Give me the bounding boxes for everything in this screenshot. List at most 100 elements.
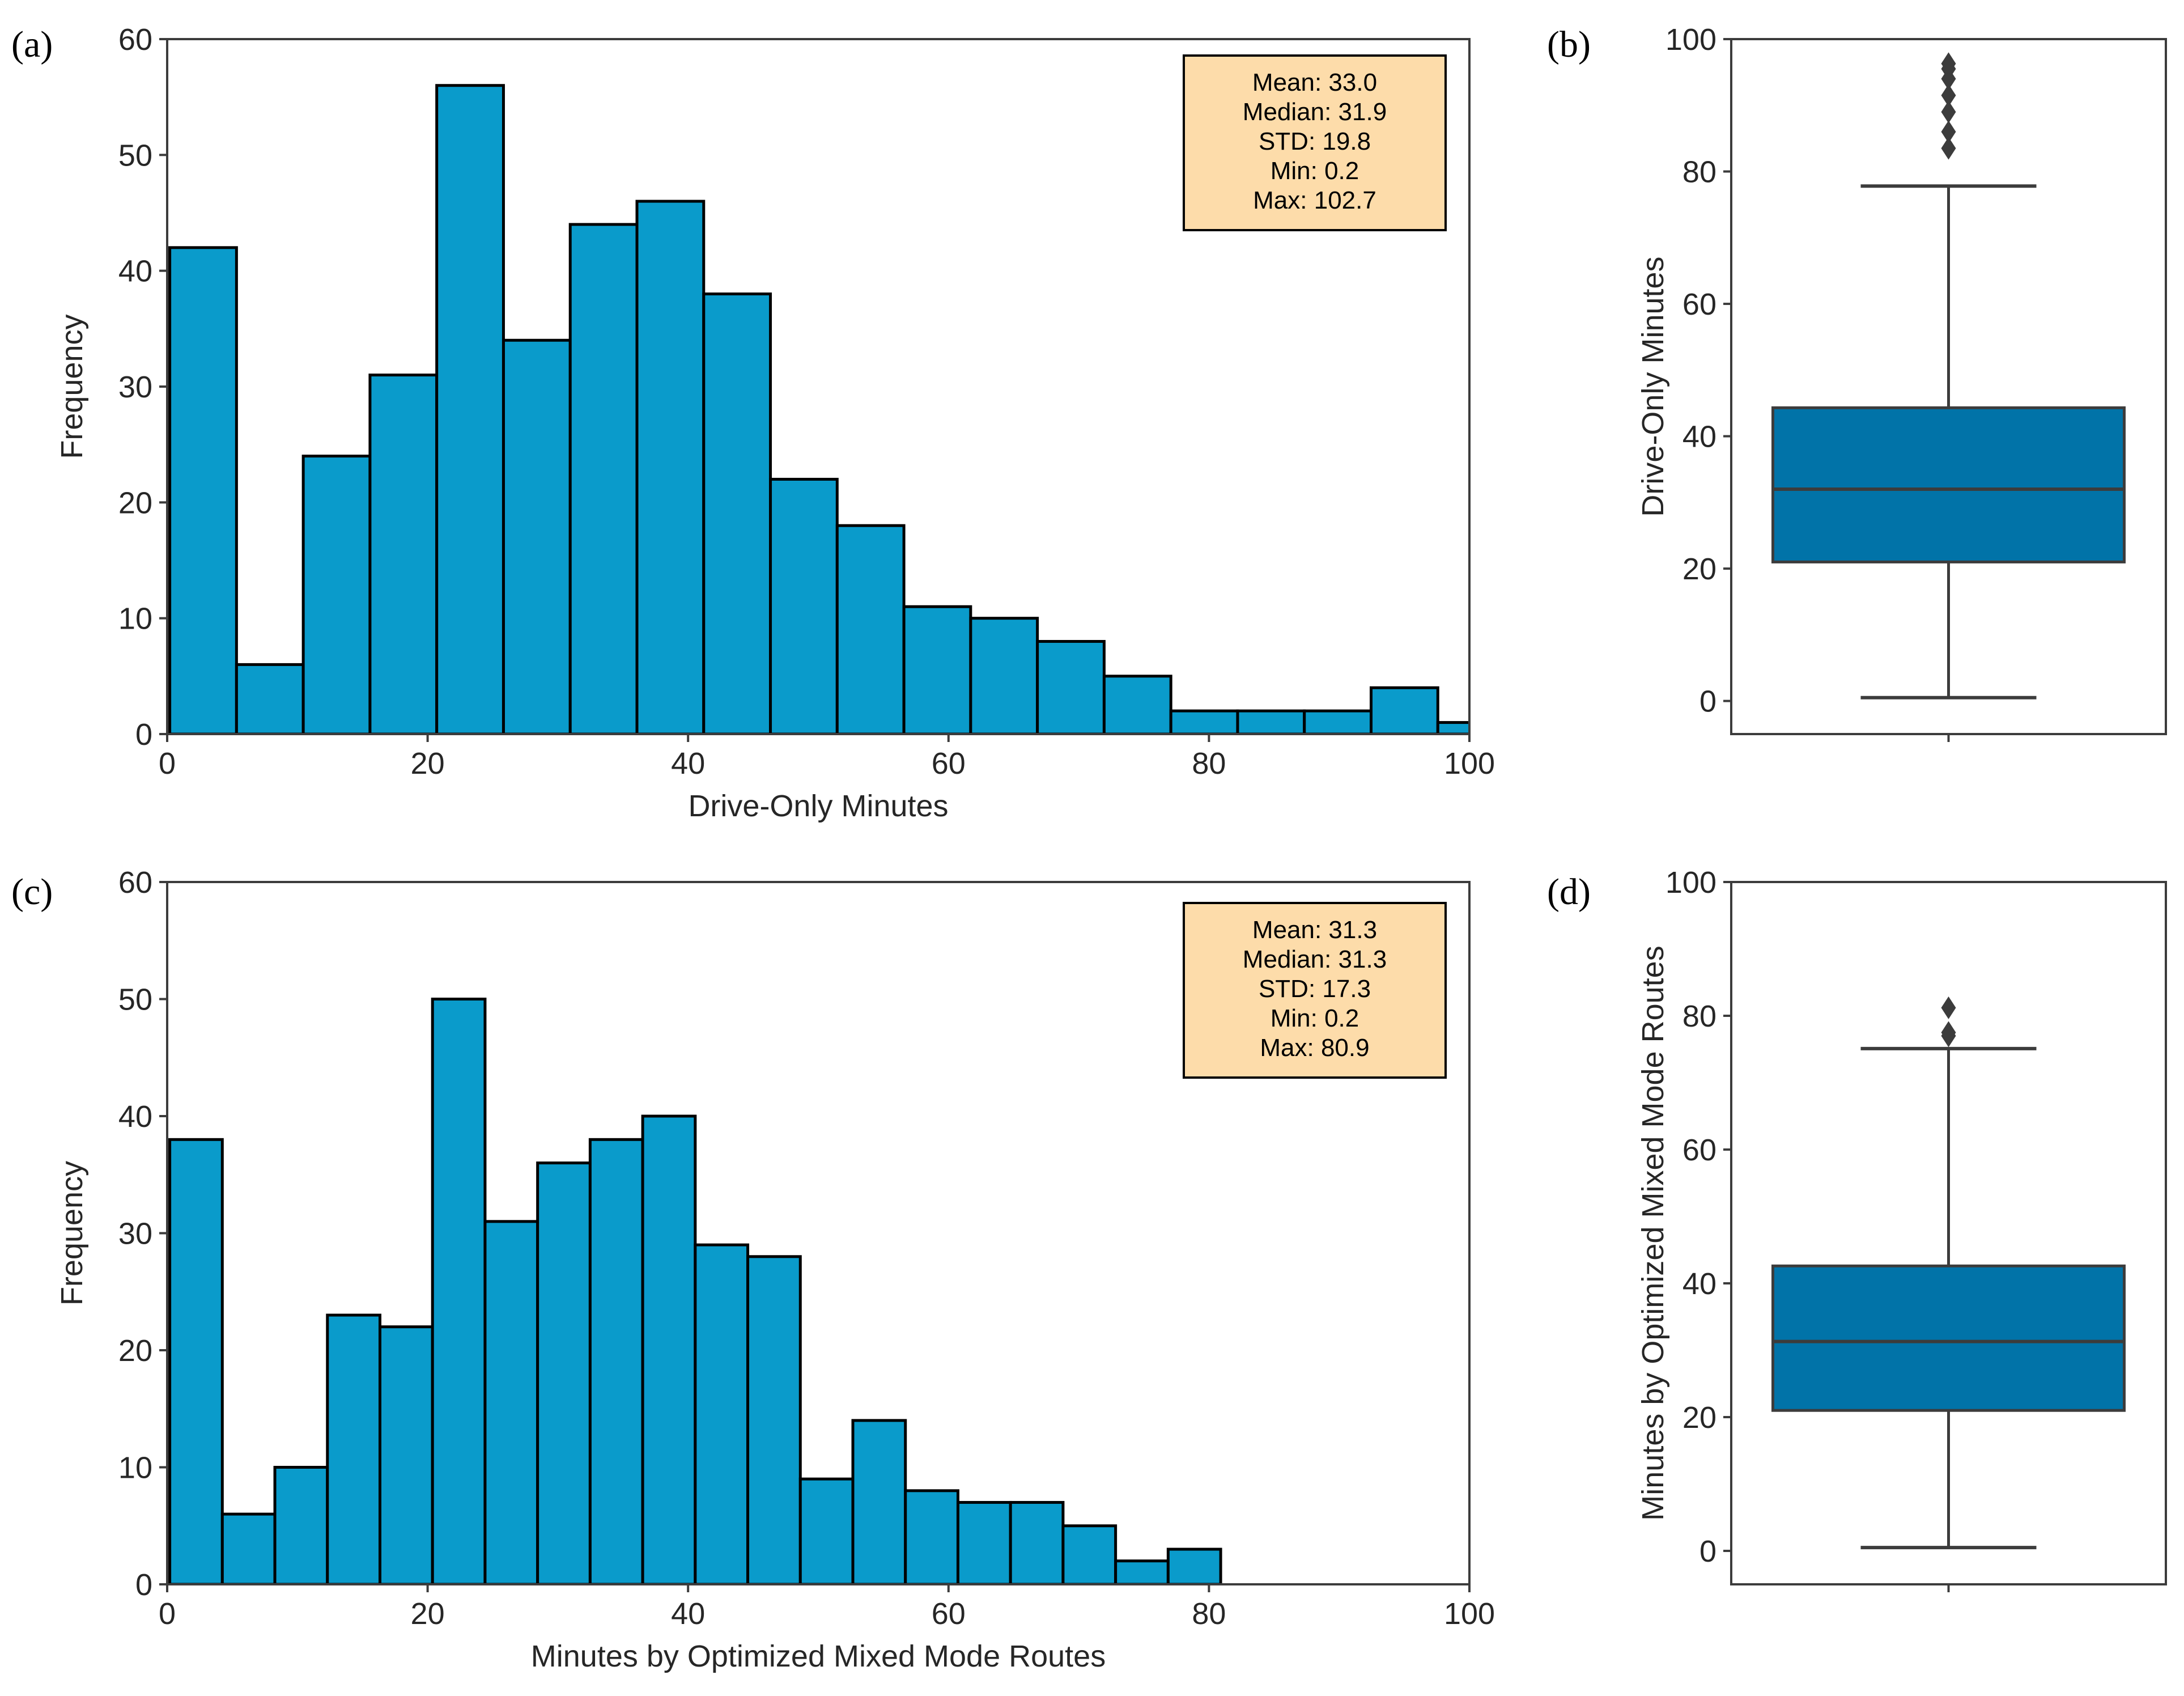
y-tick-label: 10 bbox=[118, 602, 152, 636]
y-tick-label: 10 bbox=[118, 1451, 152, 1485]
panel-label: (a) bbox=[11, 24, 53, 65]
histogram-bar bbox=[1236, 709, 1306, 734]
histogram-bar bbox=[1061, 1524, 1118, 1584]
stats-line: Min: 0.2 bbox=[1271, 1004, 1359, 1032]
histogram-bar bbox=[568, 223, 639, 734]
histogram-bar bbox=[956, 1500, 1012, 1584]
histogram-bar bbox=[1303, 709, 1373, 734]
bars bbox=[168, 998, 1222, 1584]
histogram-bar bbox=[769, 477, 839, 734]
histogram-bar bbox=[1370, 686, 1439, 734]
iqr-box bbox=[1771, 406, 2126, 563]
y-tick-label: 100 bbox=[1665, 23, 1716, 57]
panel-b: (b) 0 20 40 60 80 100 Drive-Only Minutes bbox=[1547, 23, 2167, 742]
histogram-bar bbox=[1114, 1559, 1170, 1584]
histogram-bar bbox=[301, 455, 372, 734]
y-axis-label: Minutes by Optimized Mixed Mode Routes bbox=[1636, 945, 1670, 1520]
y-tick-label: 50 bbox=[118, 983, 152, 1017]
panel-label: (b) bbox=[1547, 24, 1591, 65]
histogram-bar bbox=[969, 617, 1039, 734]
x-tick-label: 100 bbox=[1444, 747, 1495, 781]
stats-line: STD: 19.8 bbox=[1259, 128, 1371, 155]
histogram-bar bbox=[502, 338, 572, 734]
y-axis-label: Frequency bbox=[55, 1161, 89, 1305]
y-tick-label: 40 bbox=[118, 255, 152, 289]
histogram-bar bbox=[1169, 709, 1239, 734]
y-tick-label: 40 bbox=[118, 1100, 152, 1134]
y-tick-label: 60 bbox=[118, 23, 152, 57]
histogram-bar bbox=[904, 1489, 959, 1584]
x-tick-label: 60 bbox=[932, 747, 966, 781]
y-tick-label: 60 bbox=[1682, 287, 1716, 321]
y-tick-label: 20 bbox=[1682, 552, 1716, 586]
y-tick-label: 40 bbox=[1682, 420, 1716, 454]
axes-frame bbox=[166, 881, 1471, 1585]
y-tick-label: 30 bbox=[118, 1217, 152, 1251]
y-tick-label: 20 bbox=[1682, 1401, 1716, 1435]
x-tick-label: 80 bbox=[1192, 1597, 1226, 1631]
histogram-bar bbox=[536, 1161, 592, 1584]
stats-box bbox=[1183, 902, 1447, 1079]
histogram-bar bbox=[1009, 1500, 1065, 1584]
histogram-bar bbox=[326, 1313, 381, 1584]
x-tick-label: 20 bbox=[411, 747, 445, 781]
iqr-box bbox=[1771, 1264, 2126, 1412]
x-tick-label: 40 bbox=[671, 747, 705, 781]
panel-label: (c) bbox=[11, 871, 53, 913]
y-tick-label: 80 bbox=[1682, 155, 1716, 189]
y-tick-label: 30 bbox=[118, 370, 152, 404]
histogram-bar bbox=[902, 605, 972, 734]
histogram-bar bbox=[378, 1325, 434, 1584]
axes-frame bbox=[1730, 881, 2167, 1585]
x-tick-label: 100 bbox=[1444, 1597, 1495, 1631]
histogram-bar bbox=[483, 1220, 539, 1584]
axes-frame bbox=[166, 38, 1471, 735]
histogram-bar bbox=[641, 1114, 697, 1584]
outlier-point bbox=[1941, 52, 1956, 75]
y-tick-label: 60 bbox=[1682, 1133, 1716, 1167]
stats-line: Median: 31.9 bbox=[1243, 98, 1387, 126]
y-tick-label: 0 bbox=[1699, 1534, 1716, 1568]
axes-frame bbox=[1730, 38, 2167, 735]
stats-line: Min: 0.2 bbox=[1271, 157, 1359, 185]
histogram-bar bbox=[635, 200, 706, 734]
histogram-bar bbox=[1036, 640, 1106, 734]
y-axis-label: Frequency bbox=[55, 314, 89, 459]
x-tick-label: 20 bbox=[411, 1597, 445, 1631]
histogram-bar bbox=[694, 1243, 750, 1584]
histogram-bar bbox=[746, 1255, 802, 1584]
stats-line: Median: 31.3 bbox=[1243, 945, 1387, 973]
y-tick-label: 60 bbox=[118, 866, 152, 900]
histogram-bar bbox=[435, 84, 505, 734]
outlier-point bbox=[1941, 120, 1956, 143]
histogram-bar bbox=[1166, 1547, 1222, 1584]
y-tick-label: 20 bbox=[118, 486, 152, 520]
outlier-point bbox=[1941, 100, 1956, 124]
stats-line: Max: 80.9 bbox=[1260, 1034, 1369, 1062]
x-axis-label: Minutes by Optimized Mixed Mode Routes bbox=[531, 1639, 1106, 1673]
x-tick-label: 40 bbox=[671, 1597, 705, 1631]
y-tick-label: 0 bbox=[135, 718, 152, 752]
histogram-bar bbox=[1436, 721, 1469, 734]
outlier-point bbox=[1941, 996, 1956, 1019]
histogram-bar bbox=[798, 1477, 855, 1584]
stats-line: Mean: 33.0 bbox=[1252, 69, 1377, 96]
stats-line: Mean: 31.3 bbox=[1252, 916, 1377, 944]
outlier-point bbox=[1941, 84, 1956, 107]
y-tick-label: 80 bbox=[1682, 999, 1716, 1033]
panel-d: (d) 0 20 40 60 80 100 Minutes by Optimized Mixe… bbox=[1547, 866, 2167, 1592]
histogram-bar bbox=[702, 292, 772, 734]
histogram-bar bbox=[588, 1138, 644, 1584]
stats-line: Max: 102.7 bbox=[1253, 186, 1376, 214]
x-tick-label: 80 bbox=[1192, 747, 1226, 781]
histogram-bar bbox=[851, 1419, 907, 1584]
stats-box bbox=[1183, 54, 1447, 231]
bars bbox=[168, 84, 1469, 734]
outlier-point bbox=[1941, 137, 1956, 160]
histogram-bar bbox=[835, 524, 906, 734]
x-tick-label: 0 bbox=[159, 747, 176, 781]
y-tick-label: 100 bbox=[1665, 866, 1716, 900]
